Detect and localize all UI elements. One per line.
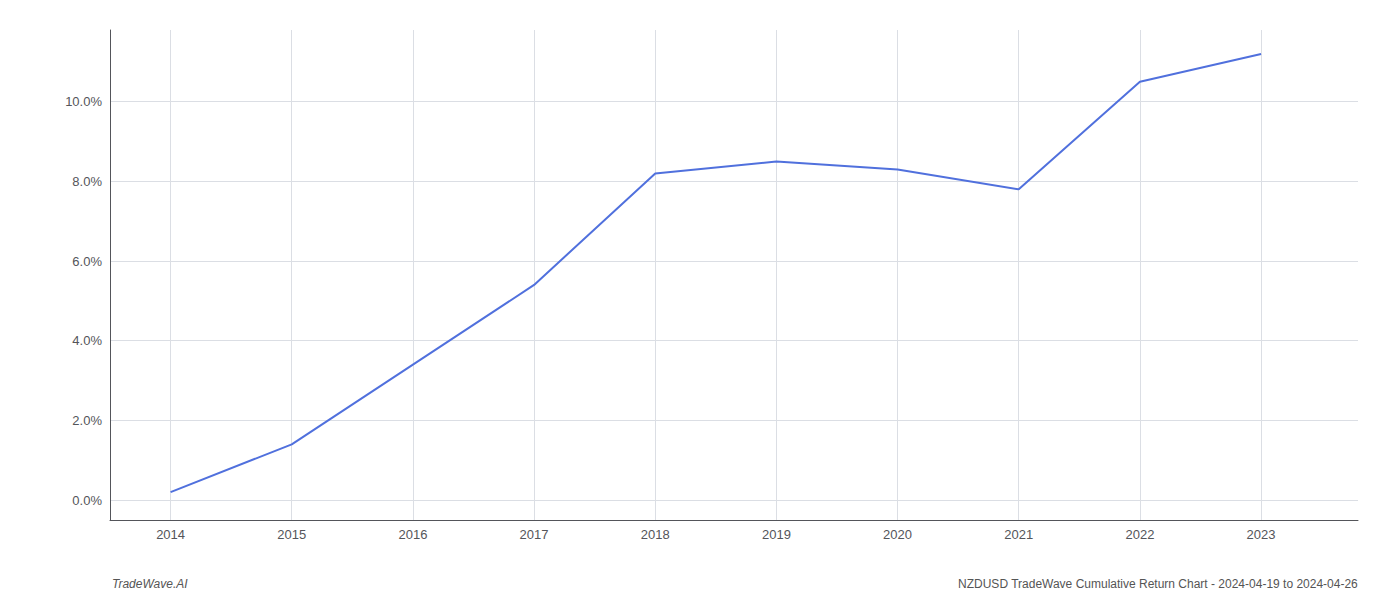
svg-text:2019: 2019: [762, 527, 791, 542]
svg-text:6.0%: 6.0%: [72, 254, 102, 269]
svg-text:2.0%: 2.0%: [72, 413, 102, 428]
svg-text:8.0%: 8.0%: [72, 174, 102, 189]
svg-text:NZDUSD TradeWave Cumulative Re: NZDUSD TradeWave Cumulative Return Chart…: [958, 577, 1358, 591]
svg-text:TradeWave.AI: TradeWave.AI: [112, 577, 188, 591]
svg-text:2020: 2020: [883, 527, 912, 542]
svg-text:2016: 2016: [398, 527, 427, 542]
svg-text:2023: 2023: [1247, 527, 1276, 542]
svg-text:0.0%: 0.0%: [72, 493, 102, 508]
svg-text:2014: 2014: [156, 527, 185, 542]
svg-text:2017: 2017: [520, 527, 549, 542]
svg-text:2018: 2018: [641, 527, 670, 542]
svg-text:2015: 2015: [277, 527, 306, 542]
svg-text:2022: 2022: [1125, 527, 1154, 542]
svg-text:2021: 2021: [1004, 527, 1033, 542]
svg-text:4.0%: 4.0%: [72, 333, 102, 348]
svg-text:10.0%: 10.0%: [65, 94, 102, 109]
